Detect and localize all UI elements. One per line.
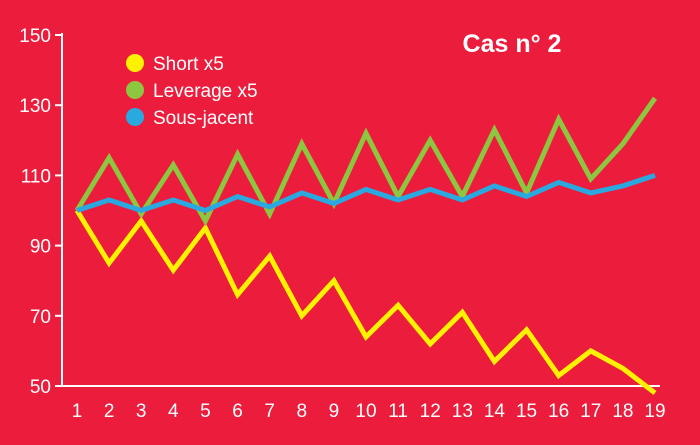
- y-axis-ticks: 50 70 90 110 130 150: [19, 26, 62, 398]
- x-tick-label: 18: [612, 401, 633, 422]
- x-tick-label: 3: [136, 401, 147, 422]
- legend-marker-short-x5: [126, 54, 144, 72]
- x-tick-label: 11: [388, 401, 408, 422]
- series-line-sous-jacent: [76, 173, 656, 214]
- legend-label-short-x5: Short x5: [153, 54, 224, 75]
- y-tick-label: 70: [30, 307, 51, 328]
- series-line-leverage-x5: [74, 96, 658, 227]
- x-axis-ticks: 1 2 3 4 5 6 7 8 9 10 11 12 13 14 15 16 17 18 19: [72, 401, 666, 422]
- y-tick-label: 150: [19, 26, 51, 47]
- x-tick-label: 19: [644, 401, 665, 422]
- chart-title: Cas n° 2: [463, 30, 562, 58]
- x-tick-label: 13: [452, 401, 473, 422]
- legend-label-sous-jacent: Sous-jacent: [153, 108, 254, 129]
- x-tick-label: 15: [516, 401, 537, 422]
- legend-marker-sous-jacent: [126, 108, 144, 126]
- series-lines: [74, 96, 658, 395]
- x-tick-label: 12: [420, 401, 441, 422]
- x-tick-label: 5: [200, 401, 211, 422]
- x-tick-label: 6: [232, 401, 243, 422]
- legend-marker-leverage-x5: [126, 81, 144, 99]
- legend-label-leverage-x5: Leverage x5: [153, 81, 258, 102]
- y-tick-label: 90: [30, 237, 51, 258]
- x-tick-label: 1: [72, 401, 83, 422]
- x-tick-label: 7: [264, 401, 275, 422]
- x-tick-label: 4: [168, 401, 179, 422]
- x-tick-label: 16: [548, 401, 569, 422]
- x-tick-label: 17: [580, 401, 601, 422]
- y-tick-label: 50: [30, 377, 51, 398]
- y-tick-label: 110: [21, 166, 51, 187]
- x-tick-label: 8: [296, 401, 307, 422]
- legend: Short x5 Leverage x5 Sous-jacent: [126, 54, 258, 129]
- series-line-short-x5: [74, 209, 657, 395]
- y-tick-label: 130: [19, 96, 51, 117]
- axes: [61, 33, 660, 387]
- x-tick-label: 2: [104, 401, 115, 422]
- x-tick-label: 14: [484, 401, 506, 422]
- x-tick-label: 9: [329, 401, 340, 422]
- x-tick-label: 10: [355, 401, 376, 422]
